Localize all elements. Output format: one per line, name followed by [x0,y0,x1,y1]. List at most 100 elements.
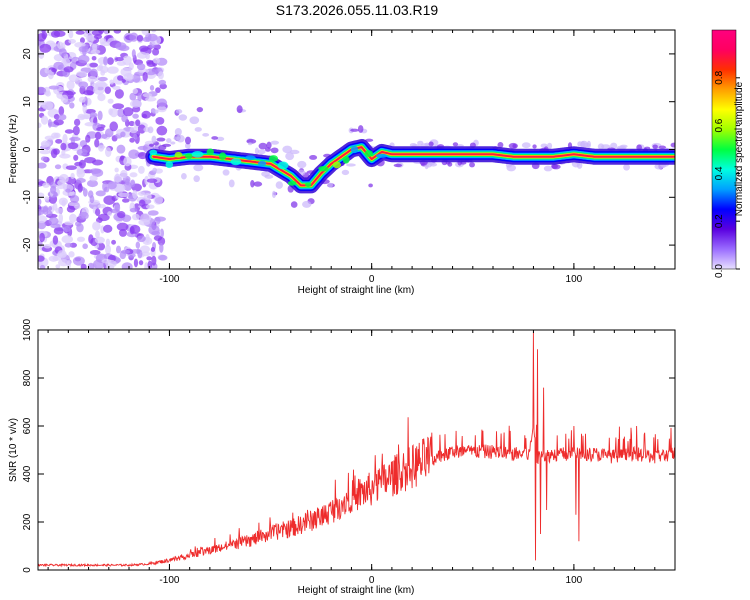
heatmap-blob [129,137,135,143]
heatmap-blob [146,256,153,261]
heatmap-blob [152,57,161,64]
heatmap-blob [140,251,151,257]
heatmap-blob [57,41,64,49]
heatmap-blob [86,179,99,188]
heatmap-blob [275,181,283,189]
heatmap-blob [61,149,66,156]
heatmap-blob [38,220,47,230]
heatmap-blob [110,208,120,214]
snr-ytick-label: 1000 [22,318,33,341]
heatmap-blob [129,99,142,108]
snr-ytick-label: 800 [22,369,33,386]
heatmap-blob [41,30,46,34]
heatmap-blob [506,164,517,172]
heatmap-blob [38,122,42,129]
heatmap-blob [285,152,295,161]
heatmap-blob [62,133,68,144]
heatmap-blob [429,162,438,167]
heatmap-blob [145,204,155,210]
heatmap-blob [130,179,136,188]
heatmap-blob [78,159,86,169]
heatmap-blob [38,86,46,94]
heatmap-blob [166,138,172,143]
heatmap-blob [47,118,52,128]
heatmap-blob [44,67,50,74]
heatmap-blob [409,143,417,148]
heatmap-blob [132,189,138,200]
heatmap-blob [497,142,504,148]
heatmap-blob [51,132,59,139]
heatmap-blob [270,147,279,154]
heatmap-blob [116,108,125,118]
heatmap-blob [53,113,60,120]
heatmap-blob [59,48,67,57]
heatmap-blob [121,262,133,269]
heatmap-blob [105,238,111,247]
heatmap-blob [95,208,101,217]
heatmap-blob [152,109,159,114]
heatmap-blob [228,179,235,188]
heatmap-blob [48,85,60,90]
heatmap-blob [271,190,276,199]
heatmap-blob [297,160,307,169]
heatmap-blob [47,206,53,211]
heatmap-blob [78,54,90,64]
heatmap-blob [61,235,74,244]
heatmap-blob [74,204,81,210]
heatmap-blob [247,142,253,146]
heatmap-blob [82,104,87,114]
heatmap-blob [78,96,86,103]
spectrogram-xtick-label: 100 [566,274,583,285]
heatmap-blob [121,114,128,123]
heatmap-blob [142,71,148,82]
ridge-blob [174,151,183,158]
heatmap-blob [103,186,110,193]
heatmap-blob [135,241,141,249]
heatmap-blob [117,75,124,81]
heatmap-blob [98,145,106,150]
heatmap-blob [116,144,126,154]
heatmap-blob [216,136,225,142]
heatmap-blob [135,119,141,127]
heatmap-blob [258,142,268,150]
heatmap-blob [91,168,104,177]
heatmap-blob [97,204,107,209]
heatmap-blob [87,262,95,269]
heatmap-blob [156,137,166,142]
heatmap-blob [65,165,78,171]
heatmap-blob [327,182,334,188]
heatmap-blob [103,224,113,233]
heatmap-blob [178,114,188,121]
colorbar-tick-label: 0.2 [714,214,725,228]
heatmap-blob [158,79,167,86]
heatmap-blob [119,228,127,237]
snr-ytick-label: 0 [22,567,33,573]
heatmap-blob [658,145,667,150]
heatmap-blob [97,93,106,102]
heatmap-blob [75,30,85,35]
heatmap-blob [365,138,374,142]
heatmap-blob [39,150,51,155]
heatmap-blob [64,242,73,248]
heatmap-blob [68,251,75,258]
snr-xtick-label: 0 [369,575,375,586]
snr-ytick-label: 600 [22,417,33,434]
heatmap-blob [69,136,81,142]
heatmap-blob [41,142,50,148]
heatmap-blob [103,56,108,66]
heatmap-blob [141,113,148,119]
heatmap-blob [623,163,630,171]
heatmap-blob [153,195,164,205]
heatmap-blob [131,49,136,59]
heatmap-blob [128,120,135,127]
heatmap-blob [94,34,103,40]
heatmap-blob [89,195,95,204]
heatmap-blob [154,216,167,222]
heatmap-blob [76,236,86,242]
heatmap-blob [346,163,356,167]
heatmap-blob [38,215,48,223]
heatmap-blob [59,173,69,184]
heatmap-blob [45,90,51,97]
